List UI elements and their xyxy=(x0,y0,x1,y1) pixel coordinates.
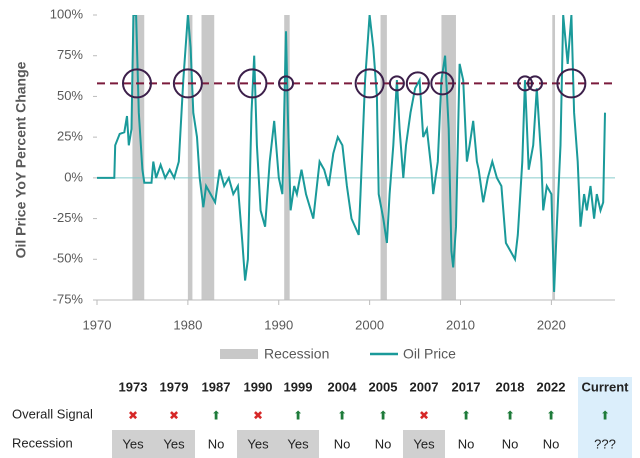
table-cell: ⬆ xyxy=(293,409,303,423)
signal-circle xyxy=(354,68,385,99)
shaded-cell xyxy=(153,430,195,458)
table-cell: ⬆ xyxy=(505,409,515,423)
y-tick-label: 100% xyxy=(50,6,84,21)
table-cell: Yes xyxy=(413,436,435,451)
table-cell: ??? xyxy=(594,436,616,451)
signal-circle xyxy=(278,75,295,92)
column-header: Current xyxy=(582,379,630,394)
table-cell: ✖ xyxy=(253,409,263,423)
column-header: 2005 xyxy=(369,379,398,394)
current-highlight xyxy=(578,377,632,458)
table-cell: Yes xyxy=(287,436,309,451)
x-tick-label: 2000 xyxy=(355,317,384,332)
shaded-cell xyxy=(403,430,445,458)
signal-circle xyxy=(405,71,430,96)
y-tick-label: -25% xyxy=(53,210,84,225)
shaded-cell xyxy=(277,430,319,458)
signal-circle xyxy=(517,75,534,92)
column-header: 2017 xyxy=(452,379,481,394)
column-header: 1999 xyxy=(284,379,313,394)
column-header: 1979 xyxy=(160,379,189,394)
table-cell: No xyxy=(375,436,392,451)
table-cell: Yes xyxy=(163,436,185,451)
recession-band xyxy=(187,15,193,300)
oil-price-line xyxy=(97,15,606,292)
recession-band xyxy=(132,15,145,300)
table-cell: Yes xyxy=(247,436,269,451)
table-cell: ✖ xyxy=(169,409,179,423)
y-tick-label: -75% xyxy=(53,291,84,306)
y-tick-label: -50% xyxy=(53,251,84,266)
x-tick-label: 2020 xyxy=(537,317,566,332)
table-cell: No xyxy=(543,436,560,451)
recession-band xyxy=(380,15,387,300)
signal-circle xyxy=(388,75,405,92)
shaded-cell xyxy=(237,430,279,458)
signal-circle xyxy=(172,68,203,99)
table-cell: ⬆ xyxy=(211,409,221,423)
table-cell: ⬆ xyxy=(337,409,347,423)
legend-label: Oil Price xyxy=(403,346,456,362)
legend-swatch xyxy=(220,349,258,359)
table-cell: No xyxy=(502,436,519,451)
table-cell: No xyxy=(458,436,475,451)
table-cell: ✖ xyxy=(419,409,429,423)
row-label: Recession xyxy=(12,435,73,450)
y-tick-label: 0% xyxy=(64,169,83,184)
x-tick-label: 2010 xyxy=(446,317,475,332)
x-tick-label: 1980 xyxy=(173,317,202,332)
table-cell: ⬆ xyxy=(600,409,610,423)
signal-circle xyxy=(527,75,544,92)
x-tick-label: 1990 xyxy=(264,317,293,332)
recession-band xyxy=(284,15,290,300)
y-tick-label: 75% xyxy=(57,47,83,62)
y-tick-label: 50% xyxy=(57,88,83,103)
x-tick-label: 1970 xyxy=(83,317,112,332)
column-header: 2004 xyxy=(328,379,358,394)
table-cell: ⬆ xyxy=(546,409,556,423)
y-tick-label: 25% xyxy=(57,129,83,144)
column-header: 2007 xyxy=(410,379,439,394)
table-cell: No xyxy=(334,436,351,451)
y-axis-label: Oil Price YoY Percent Change xyxy=(13,61,29,258)
signal-circle xyxy=(430,71,455,96)
table-cell: ⬆ xyxy=(461,409,471,423)
column-header: 1973 xyxy=(119,379,148,394)
column-header: 1990 xyxy=(244,379,273,394)
signal-circle xyxy=(121,68,152,99)
shaded-cell xyxy=(112,430,154,458)
table-cell: ✖ xyxy=(128,409,138,423)
table-cell: ⬆ xyxy=(378,409,388,423)
signal-circle xyxy=(556,68,587,99)
recession-band xyxy=(552,15,556,300)
recession-band xyxy=(201,15,215,300)
column-header: 2022 xyxy=(537,379,566,394)
row-label: Overall Signal xyxy=(12,406,93,421)
legend-label: Recession xyxy=(264,346,329,362)
signal-circle xyxy=(237,68,268,99)
column-header: 1987 xyxy=(202,379,231,394)
table-cell: No xyxy=(208,436,225,451)
table-cell: Yes xyxy=(122,436,144,451)
column-header: 2018 xyxy=(496,379,525,394)
